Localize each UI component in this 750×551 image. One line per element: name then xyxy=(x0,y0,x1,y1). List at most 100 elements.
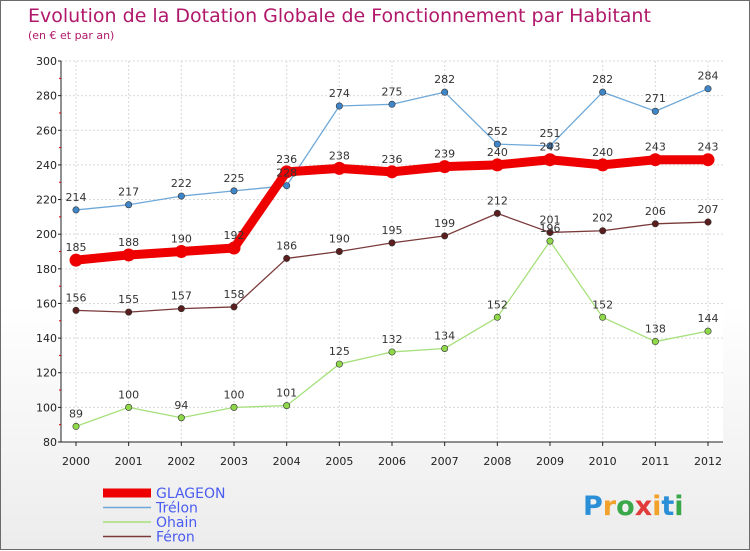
x-tick-label: 2006 xyxy=(378,455,406,468)
x-tick-label: 2012 xyxy=(694,455,722,468)
data-point xyxy=(230,303,238,311)
legend-label-trélon: Trélon xyxy=(155,501,198,517)
data-label-ohain: 144 xyxy=(698,312,719,325)
data-point xyxy=(651,220,659,228)
y-tick-label: 120 xyxy=(36,367,57,380)
data-label-feron: 155 xyxy=(118,293,139,306)
y-tick-label: 260 xyxy=(36,124,57,137)
data-point xyxy=(599,313,607,321)
data-point xyxy=(543,153,557,167)
data-label-trelon: 222 xyxy=(171,177,192,190)
y-tick-label: 240 xyxy=(36,159,57,172)
logo-letter: i xyxy=(652,491,662,522)
data-label-feron: 207 xyxy=(698,203,719,216)
data-label-ohain: 196 xyxy=(540,222,561,235)
data-label-glageon: 185 xyxy=(66,241,87,254)
data-label-ohain: 100 xyxy=(224,388,245,401)
logo-letter: P xyxy=(583,491,603,522)
logo-letter: o xyxy=(616,491,635,522)
data-label-trelon: 275 xyxy=(382,85,403,98)
data-label-trelon: 228 xyxy=(276,167,297,180)
data-point xyxy=(335,248,343,256)
data-label-glageon: 190 xyxy=(171,233,192,246)
data-point xyxy=(335,360,343,368)
legend-label-glageon: GLAGEON xyxy=(156,486,226,502)
data-point xyxy=(388,348,396,356)
data-point xyxy=(546,237,554,245)
data-point xyxy=(701,153,715,167)
y-tick-label: 280 xyxy=(36,90,57,103)
data-label-glageon: 243 xyxy=(698,141,719,154)
data-point xyxy=(283,182,291,190)
data-label-ohain: 132 xyxy=(382,333,403,346)
data-point xyxy=(388,239,396,247)
proxiti-logo: Proxiti xyxy=(583,491,684,522)
data-label-trelon: 284 xyxy=(698,70,719,83)
chart-title: Evolution de la Dotation Globale de Fonc… xyxy=(28,5,651,27)
y-tick-label: 300 xyxy=(36,55,57,68)
y-tick-label: 80 xyxy=(43,436,57,449)
data-label-glageon: 239 xyxy=(434,148,455,161)
y-tick-label: 200 xyxy=(36,228,57,241)
data-label-glageon: 192 xyxy=(224,229,245,242)
data-point xyxy=(441,344,449,352)
data-label-feron: 212 xyxy=(487,194,508,207)
data-point xyxy=(704,327,712,335)
data-point xyxy=(283,254,291,262)
data-point xyxy=(651,338,659,346)
logo-letter: x xyxy=(634,491,653,522)
data-label-feron: 156 xyxy=(66,291,87,304)
data-label-ohain: 94 xyxy=(174,399,188,412)
x-tick-label: 2003 xyxy=(220,455,248,468)
data-point xyxy=(72,206,80,214)
data-point xyxy=(493,313,501,321)
data-label-feron: 195 xyxy=(382,224,403,237)
data-label-feron: 201 xyxy=(540,213,561,226)
data-point xyxy=(493,209,501,217)
data-point xyxy=(283,402,291,410)
data-label-glageon: 236 xyxy=(382,153,403,166)
data-point xyxy=(490,158,504,172)
x-tick-label: 2011 xyxy=(641,455,669,468)
chart-subtitle: (en € et par an) xyxy=(28,29,115,42)
x-tick-label: 2001 xyxy=(115,455,143,468)
data-point xyxy=(599,227,607,235)
data-point xyxy=(177,192,185,200)
data-label-glageon: 188 xyxy=(118,236,139,249)
x-tick-label: 2010 xyxy=(589,455,617,468)
data-label-glageon: 236 xyxy=(276,153,297,166)
data-label-feron: 199 xyxy=(434,217,455,230)
data-point xyxy=(177,414,185,422)
x-tick-label: 2000 xyxy=(62,455,90,468)
data-label-ohain: 134 xyxy=(434,329,455,342)
data-point xyxy=(177,305,185,313)
data-point xyxy=(230,187,238,195)
data-label-feron: 158 xyxy=(224,288,245,301)
data-point xyxy=(227,241,241,255)
data-label-ohain: 89 xyxy=(69,407,83,420)
logo-letter: t xyxy=(661,491,675,522)
logo-letter: i xyxy=(674,491,684,522)
data-label-ohain: 125 xyxy=(329,345,350,358)
data-label-trelon: 252 xyxy=(487,125,508,138)
data-label-glageon: 238 xyxy=(329,149,350,162)
data-point xyxy=(651,107,659,115)
data-point xyxy=(441,88,449,96)
data-point xyxy=(704,218,712,226)
data-label-feron: 202 xyxy=(592,212,613,225)
data-label-ohain: 152 xyxy=(487,298,508,311)
data-label-glageon: 240 xyxy=(592,146,613,159)
x-tick-label: 2008 xyxy=(483,455,511,468)
data-point xyxy=(230,403,238,411)
data-point xyxy=(122,248,136,262)
x-tick-label: 2007 xyxy=(431,455,459,468)
legend-label-ohain: Ohain xyxy=(156,515,197,531)
y-tick-label: 180 xyxy=(36,263,57,276)
data-label-trelon: 214 xyxy=(66,191,87,204)
data-label-feron: 206 xyxy=(645,205,666,218)
data-label-trelon: 271 xyxy=(645,92,666,105)
data-point xyxy=(596,158,610,172)
data-label-trelon: 225 xyxy=(224,172,245,185)
